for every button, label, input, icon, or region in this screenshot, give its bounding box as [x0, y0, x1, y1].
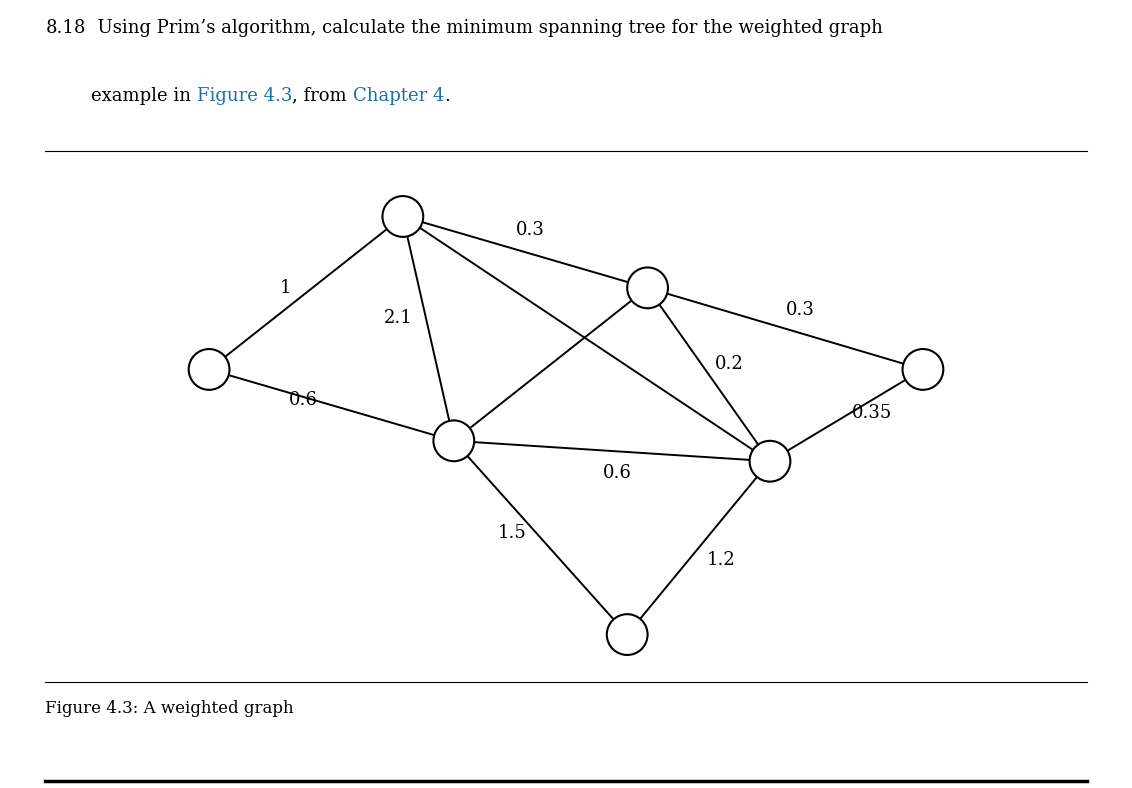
Circle shape	[627, 267, 668, 308]
Text: 2.1: 2.1	[384, 310, 412, 328]
Circle shape	[607, 614, 648, 655]
Circle shape	[902, 349, 943, 390]
Text: 8.18: 8.18	[45, 19, 86, 37]
Text: 0.35: 0.35	[851, 404, 892, 422]
Text: 0.6: 0.6	[602, 464, 632, 482]
Text: 1: 1	[280, 279, 291, 297]
Text: example in: example in	[45, 87, 197, 105]
Text: 1.2: 1.2	[706, 551, 736, 569]
Text: 0.3: 0.3	[786, 301, 815, 319]
Text: Figure 4.3: Figure 4.3	[197, 87, 292, 105]
Text: , from: , from	[292, 87, 353, 105]
Text: 0.3: 0.3	[516, 221, 544, 239]
Text: 1.5: 1.5	[498, 523, 526, 541]
Text: 0.6: 0.6	[289, 391, 317, 409]
Circle shape	[189, 349, 230, 390]
Circle shape	[383, 196, 423, 237]
Text: .: .	[444, 87, 451, 105]
Text: Using Prim’s algorithm, calculate the minimum spanning tree for the weighted gra: Using Prim’s algorithm, calculate the mi…	[86, 19, 883, 37]
Circle shape	[434, 421, 474, 461]
Text: 0.2: 0.2	[714, 355, 744, 374]
Text: Chapter 4: Chapter 4	[353, 87, 444, 105]
Circle shape	[749, 440, 790, 481]
Text: Figure 4.3: A weighted graph: Figure 4.3: A weighted graph	[45, 700, 294, 717]
